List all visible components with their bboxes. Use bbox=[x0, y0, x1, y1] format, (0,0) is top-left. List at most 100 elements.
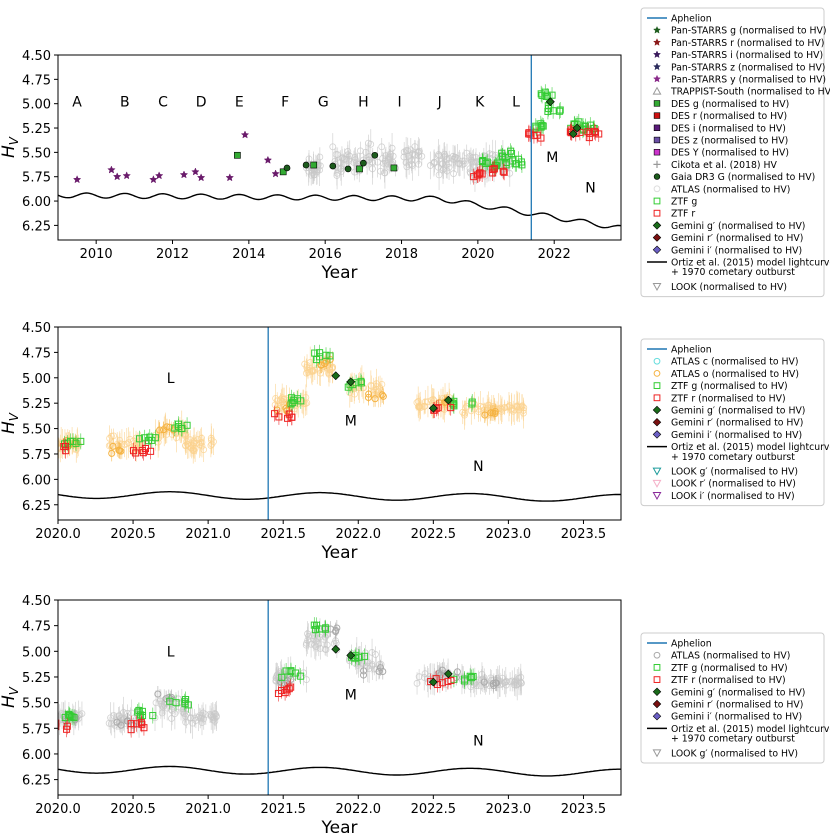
data-point bbox=[443, 669, 453, 679]
legend-marker bbox=[652, 245, 662, 255]
y-axis-label: HV bbox=[0, 136, 21, 158]
legend-box bbox=[640, 7, 825, 298]
data-point bbox=[549, 107, 557, 115]
y-tick-label: 4.50 bbox=[22, 321, 51, 336]
legend-label: Gemini g′ (normalised to HV) bbox=[671, 687, 805, 698]
data-point bbox=[329, 162, 337, 170]
data-point bbox=[302, 161, 310, 169]
legend-label-cont: + 1970 cometary outburst bbox=[671, 452, 795, 463]
data-point bbox=[70, 714, 78, 722]
legend-label: Aphelion bbox=[671, 639, 712, 650]
series-gemini bbox=[331, 644, 453, 687]
y-tick-label: 5.00 bbox=[22, 98, 51, 113]
data-point bbox=[443, 395, 453, 405]
epoch-label: C bbox=[158, 95, 168, 111]
data-point bbox=[371, 395, 379, 403]
data-point bbox=[507, 149, 516, 158]
data-point bbox=[122, 171, 131, 180]
data-point bbox=[378, 391, 386, 399]
x-tick-label: 2014 bbox=[232, 247, 265, 262]
data-point bbox=[292, 669, 300, 677]
y-tick-label: 5.00 bbox=[22, 645, 51, 660]
data-point bbox=[172, 699, 180, 707]
plot-area bbox=[58, 84, 621, 229]
data-point bbox=[147, 447, 155, 455]
legend-marker bbox=[652, 62, 662, 71]
data-point bbox=[595, 130, 603, 138]
data-point bbox=[584, 128, 592, 136]
epoch-label: J bbox=[437, 95, 442, 111]
data-point bbox=[154, 690, 162, 698]
legend-label: LOOK g′ (normalised to HV) bbox=[671, 467, 798, 478]
legend-label: ATLAS c (normalised to HV) bbox=[671, 357, 798, 368]
y-tick-label: 5.25 bbox=[22, 122, 51, 137]
data-point bbox=[112, 172, 122, 181]
legend-box bbox=[640, 632, 825, 764]
data-point bbox=[156, 426, 164, 434]
legend-label-cont: + 1970 cometary outburst bbox=[671, 734, 795, 745]
y-tick-label: 6.00 bbox=[22, 473, 51, 488]
data-point bbox=[357, 379, 365, 387]
data-point bbox=[311, 626, 320, 634]
legend-label: LOOK r′ (normalised to HV) bbox=[671, 479, 796, 490]
legend-label: Gemini g′ (normalised to HV) bbox=[671, 221, 805, 232]
legend-marker bbox=[652, 38, 662, 46]
legend-label: LOOK g′ (normalised to HV) bbox=[671, 748, 798, 759]
data-point bbox=[129, 447, 138, 455]
data-point bbox=[312, 356, 321, 364]
epoch-label: L bbox=[167, 644, 175, 660]
epoch-label: M bbox=[546, 150, 558, 166]
data-point bbox=[287, 683, 295, 691]
axes-frame bbox=[57, 599, 622, 796]
legend-label: ZTF r (normalised to HV) bbox=[671, 393, 786, 404]
data-point bbox=[447, 676, 455, 685]
data-point bbox=[276, 678, 284, 686]
data-point bbox=[331, 371, 341, 381]
legend-marker bbox=[653, 357, 661, 365]
data-point bbox=[379, 667, 387, 676]
epoch-label: M bbox=[345, 687, 357, 703]
data-point bbox=[289, 399, 297, 407]
legend-marker bbox=[653, 382, 661, 389]
epoch-label: M bbox=[345, 413, 357, 429]
data-point bbox=[538, 91, 546, 99]
x-tick-label: 2020.5 bbox=[110, 527, 156, 542]
data-point bbox=[287, 668, 295, 676]
data-point bbox=[167, 693, 176, 701]
epoch-label: N bbox=[585, 180, 595, 196]
x-tick-label: 2022.0 bbox=[336, 527, 382, 542]
data-point bbox=[77, 437, 85, 445]
data-point bbox=[171, 424, 179, 432]
data-point bbox=[139, 449, 147, 457]
data-point bbox=[65, 711, 73, 719]
x-tick-label: 2020.0 bbox=[35, 802, 81, 817]
data-point bbox=[360, 159, 367, 167]
legend-label: DES r (normalised to HV) bbox=[671, 111, 787, 122]
legend-label: ZTF g (normalised to HV) bbox=[671, 381, 788, 392]
data-point bbox=[539, 122, 547, 130]
data-point bbox=[62, 447, 70, 455]
epoch-label: L bbox=[167, 371, 175, 387]
legend-label: ATLAS o (normalised to HV) bbox=[671, 369, 799, 380]
x-tick-label: 2020.0 bbox=[35, 527, 81, 542]
legend-marker bbox=[653, 197, 661, 205]
data-point bbox=[66, 712, 74, 720]
x-axis-label: Year bbox=[321, 263, 358, 283]
data-point bbox=[60, 443, 68, 451]
legend-label: Pan-STARRS z (normalised to HV) bbox=[671, 62, 825, 73]
x-tick-label: 2021.0 bbox=[185, 527, 231, 542]
legend-marker bbox=[653, 160, 661, 168]
y-tick-label: 4.50 bbox=[22, 594, 51, 609]
data-point bbox=[141, 434, 149, 442]
data-point bbox=[135, 435, 144, 443]
data-point bbox=[437, 671, 445, 679]
data-point bbox=[470, 173, 478, 181]
legend-marker bbox=[652, 749, 662, 758]
data-point bbox=[225, 173, 235, 182]
legend-label: Pan-STARRS r (normalised to HV) bbox=[671, 38, 824, 49]
data-point bbox=[586, 129, 594, 137]
legend-marker bbox=[652, 50, 662, 59]
legend-label: ATLAS (normalised to HV) bbox=[671, 651, 790, 662]
data-point bbox=[438, 666, 446, 674]
data-point bbox=[72, 175, 82, 184]
